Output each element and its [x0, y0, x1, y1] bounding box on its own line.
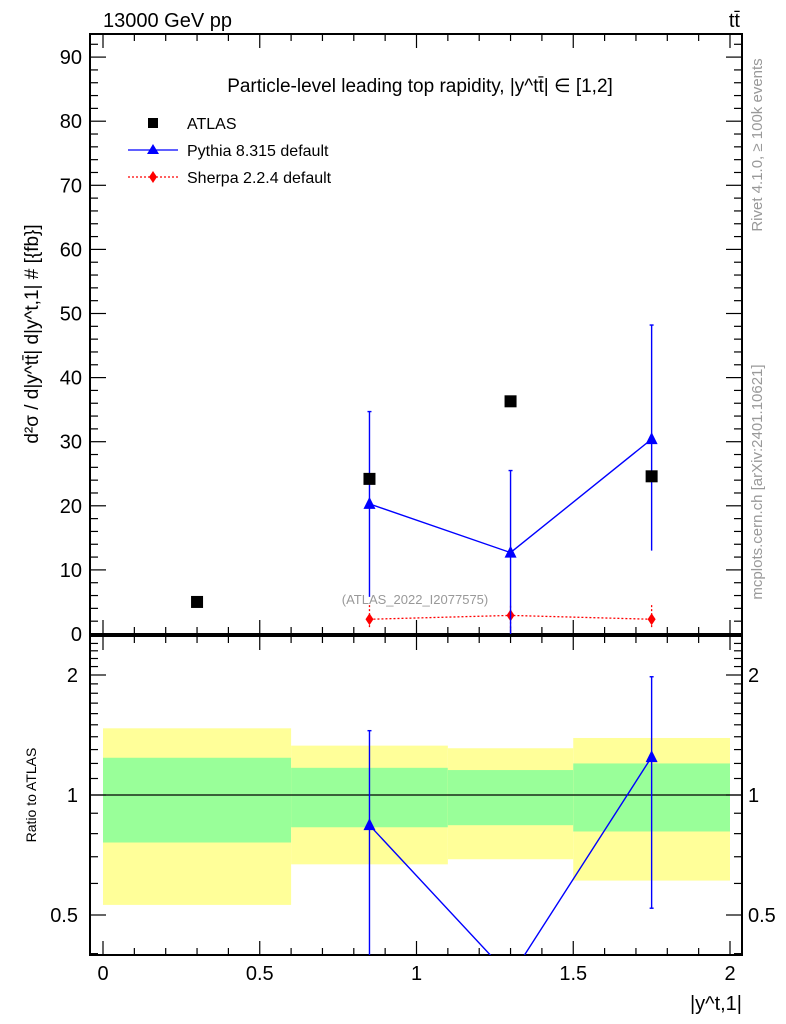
atlas-point: [363, 472, 376, 485]
side-mcplots: mcplots.cern.ch [arXiv:2401.10621]: [749, 364, 766, 599]
x-tick-label: 0: [97, 963, 108, 985]
ratio-y-tick-label: 1: [67, 785, 78, 807]
y-tick-label: 0: [71, 624, 82, 646]
y-tick-label: 40: [60, 368, 82, 390]
legend-label-pythia: Pythia 8.315 default: [187, 143, 329, 160]
y-tick-label: 50: [60, 304, 82, 326]
ratio-pythia-point: [363, 818, 376, 831]
legend-label-sherpa: Sherpa 2.2.4 default: [187, 170, 332, 187]
header-left: 13000 GeV pp: [103, 10, 232, 32]
y-tick-label: 70: [60, 175, 82, 197]
ratio-y-tick-label-right: 0.5: [748, 905, 776, 927]
x-tick-label: 1.5: [559, 963, 587, 985]
atlas-point: [504, 395, 517, 408]
legend-marker-atlas: [148, 118, 158, 128]
y-tick-label: 30: [60, 432, 82, 454]
ratio-pythia-line: [368, 756, 653, 955]
chart-title: Particle-level leading top rapidity, |y^…: [227, 76, 613, 97]
ratio-y-label: Ratio to ATLAS: [23, 748, 39, 843]
ratio-pythia-group: [363, 676, 658, 955]
y-tick-label: 20: [60, 496, 82, 518]
ratio-band-green: [103, 757, 292, 843]
sherpa-point: [647, 613, 656, 626]
legend-marker-pythia: [147, 144, 159, 154]
side-rivet: Rivet 4.1.0, ≥ 100k events: [749, 58, 766, 231]
watermark: (ATLAS_2022_I2077575): [342, 592, 488, 607]
sherpa-point: [365, 613, 374, 626]
ratio-y-tick-label: 0.5: [50, 905, 78, 927]
atlas-point: [645, 470, 658, 483]
y-tick-label: 10: [60, 560, 82, 582]
x-tick-label: 1: [411, 963, 422, 985]
ratio-band-green: [447, 770, 574, 826]
x-tick-label: 0.5: [246, 963, 274, 985]
y-axis-label: d²σ / d|y^tt̄| d|y^t,1| # [{fb}]: [22, 224, 43, 443]
legend-marker-sherpa: [149, 171, 157, 183]
legend-label-atlas: ATLAS: [187, 116, 237, 133]
pythia-point: [504, 545, 517, 558]
x-tick-label: 2: [724, 963, 735, 985]
y-tick-label: 90: [60, 47, 82, 69]
ratio-y-tick-label: 2: [67, 665, 78, 687]
ratio-y-tick-label-right: 2: [748, 665, 759, 687]
ratio-y-tick-label-right: 1: [748, 785, 759, 807]
header-right: tt̄: [729, 10, 741, 32]
y-tick-label: 80: [60, 111, 82, 133]
pythia-point: [363, 496, 376, 509]
y-tick-label: 60: [60, 239, 82, 261]
x-axis-label: |y^t,1|: [690, 993, 742, 1015]
pythia-point: [645, 432, 658, 445]
legend: ATLAS Pythia 8.315 default Sherpa 2.2.4 …: [128, 116, 332, 187]
ratio-pythia-point: [645, 750, 658, 763]
atlas-point: [191, 595, 204, 608]
